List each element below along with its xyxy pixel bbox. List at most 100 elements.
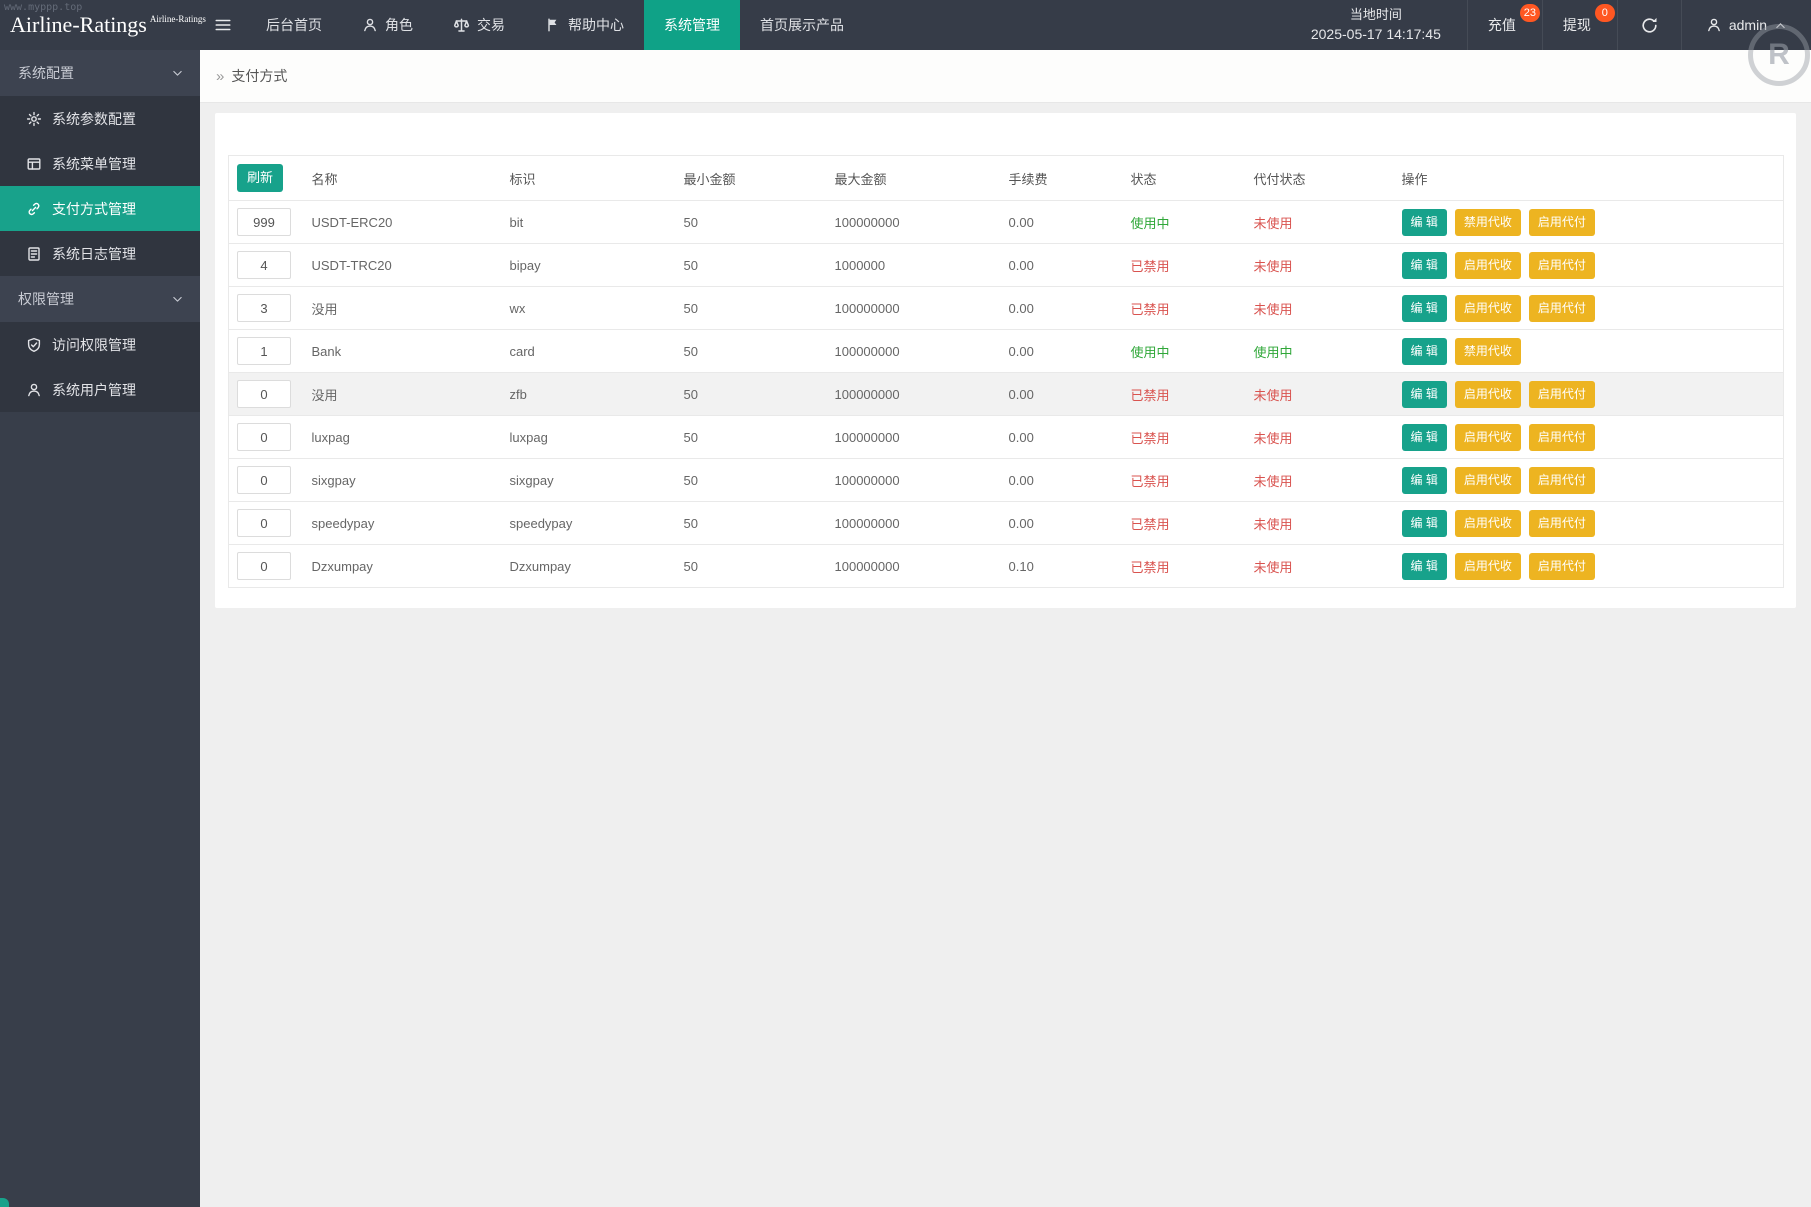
- status-cell: 已禁用: [1122, 415, 1246, 459]
- edit-button[interactable]: 编 辑: [1401, 423, 1447, 451]
- sidebar-item-label: 系统用户管理: [52, 381, 136, 398]
- toggle-button[interactable]: 禁用代收: [1454, 337, 1521, 365]
- max-amount-cell: 100000000: [826, 372, 1001, 416]
- sort-cell: [228, 415, 304, 459]
- pay-status-badge: 未使用: [1253, 516, 1293, 532]
- sort-input[interactable]: [237, 552, 291, 580]
- edit-button[interactable]: 编 辑: [1401, 380, 1447, 408]
- recharge-label: 充值: [1487, 17, 1516, 33]
- toggle-button[interactable]: 启用代付: [1528, 251, 1595, 279]
- toggle-button[interactable]: 启用代付: [1528, 380, 1595, 408]
- toggle-button[interactable]: 启用代收: [1454, 251, 1521, 279]
- sidebar-item-payment-methods[interactable]: 支付方式管理: [0, 186, 200, 231]
- max-amount-cell: 100000000: [826, 415, 1001, 459]
- toggle-button[interactable]: 启用代付: [1528, 552, 1595, 580]
- toggle-button[interactable]: 启用代付: [1528, 509, 1595, 537]
- column-header: 最小金额: [675, 155, 827, 201]
- sidebar-item-system-log[interactable]: 系统日志管理: [0, 231, 200, 276]
- nav-tab-trade[interactable]: 交易: [433, 0, 525, 50]
- toggle-button[interactable]: 启用代付: [1528, 466, 1595, 494]
- chevron-down-icon: [171, 67, 184, 80]
- sort-input[interactable]: [237, 380, 291, 408]
- recharge-menu-item[interactable]: 充值 23: [1468, 0, 1542, 50]
- sidebar-item-label: 系统日志管理: [52, 245, 136, 262]
- toggle-button[interactable]: 启用代收: [1454, 380, 1521, 408]
- pay-status-badge: 未使用: [1253, 258, 1293, 274]
- pay-status-cell: 未使用: [1245, 286, 1394, 330]
- toggle-button[interactable]: 启用代收: [1454, 509, 1521, 537]
- min-amount-cell: 50: [675, 458, 827, 502]
- sort-cell: [228, 458, 304, 502]
- toggle-button[interactable]: 启用代收: [1454, 552, 1521, 580]
- navbar-separator: [1466, 0, 1468, 50]
- edit-button[interactable]: 编 辑: [1401, 208, 1447, 236]
- status-cell: 已禁用: [1122, 458, 1246, 502]
- sort-input[interactable]: [237, 337, 291, 365]
- status-cell: 已禁用: [1122, 372, 1246, 416]
- pay-status-cell: 未使用: [1245, 243, 1394, 287]
- toggle-button[interactable]: 禁用代收: [1454, 208, 1521, 236]
- edit-button[interactable]: 编 辑: [1401, 337, 1447, 365]
- sidebar-item-access-perm[interactable]: 访问权限管理: [0, 322, 200, 367]
- withdraw-menu-item[interactable]: 提现 0: [1543, 0, 1617, 50]
- toggle-button[interactable]: 启用代付: [1528, 423, 1595, 451]
- sidebar: 系统配置系统参数配置系统菜单管理支付方式管理系统日志管理权限管理 访问权限管理系统…: [0, 50, 200, 1207]
- sidebar-item-label: 系统菜单管理: [52, 155, 136, 172]
- sidebar-item-system-users[interactable]: 系统用户管理: [0, 367, 200, 412]
- gear-icon: [26, 111, 42, 127]
- sidebar-item-menu-mgmt[interactable]: 系统菜单管理: [0, 141, 200, 186]
- nav-tab-label: 交易: [477, 17, 505, 33]
- toggle-button[interactable]: 启用代付: [1528, 294, 1595, 322]
- toggle-button[interactable]: 启用代付: [1528, 208, 1595, 236]
- status-cell: 已禁用: [1122, 243, 1246, 287]
- scales-icon: [453, 17, 470, 34]
- edit-button[interactable]: 编 辑: [1401, 251, 1447, 279]
- sidebar-collapse-button[interactable]: [200, 0, 246, 50]
- nav-tab-label: 首页展示产品: [760, 17, 844, 33]
- nav-tab-home-products[interactable]: 首页展示产品: [740, 0, 864, 50]
- toggle-button[interactable]: 启用代收: [1454, 294, 1521, 322]
- edit-button[interactable]: 编 辑: [1401, 294, 1447, 322]
- sidebar-section-header-0[interactable]: 系统配置: [0, 50, 200, 96]
- edit-button[interactable]: 编 辑: [1401, 509, 1447, 537]
- toggle-button[interactable]: 启用代收: [1454, 423, 1521, 451]
- local-time: 当地时间 2025-05-17 14:17:45: [1285, 0, 1467, 50]
- status-badge: 使用中: [1130, 215, 1170, 231]
- column-header: 代付状态: [1245, 155, 1394, 201]
- operations-cell: 编 辑禁用代收 启用代付: [1393, 200, 1784, 244]
- code-cell: card: [501, 329, 676, 373]
- sort-input[interactable]: [237, 251, 291, 279]
- fee-cell: 0.00: [1000, 372, 1123, 416]
- breadcrumb-arrow-icon: »: [216, 67, 225, 85]
- column-header: 状态: [1122, 155, 1246, 201]
- sidebar-section-header-1[interactable]: 权限管理: [0, 276, 200, 322]
- nav-tab-roles[interactable]: 角色: [342, 0, 433, 50]
- sidebar-item-params-config[interactable]: 系统参数配置: [0, 96, 200, 141]
- sort-input[interactable]: [237, 294, 291, 322]
- sort-input[interactable]: [237, 423, 291, 451]
- toggle-button[interactable]: 启用代收: [1454, 466, 1521, 494]
- sort-input[interactable]: [237, 509, 291, 537]
- user-menu[interactable]: admin: [1682, 0, 1811, 50]
- sort-input[interactable]: [237, 466, 291, 494]
- user-icon: [362, 17, 378, 33]
- column-header: 名称: [303, 155, 502, 201]
- min-amount-cell: 50: [675, 286, 827, 330]
- edit-button[interactable]: 编 辑: [1401, 552, 1447, 580]
- refresh-table-button[interactable]: 刷新: [237, 164, 284, 192]
- operations-cell: 编 辑启用代收 启用代付: [1393, 243, 1784, 287]
- refresh-page-button[interactable]: [1618, 0, 1681, 50]
- max-amount-cell: 100000000: [826, 458, 1001, 502]
- sidebar-section-label: 系统配置: [18, 65, 74, 81]
- max-amount-cell: 100000000: [826, 544, 1001, 588]
- nav-tab-system-mgmt[interactable]: 系统管理: [644, 0, 740, 50]
- nav-tab-dashboard[interactable]: 后台首页: [246, 0, 342, 50]
- top-nav-menu: 后台首页 角色 交易 帮助中心 系统管理 首页展示产品: [246, 0, 864, 50]
- edit-button[interactable]: 编 辑: [1401, 466, 1447, 494]
- pay-status-cell: 未使用: [1245, 458, 1394, 502]
- sort-input[interactable]: [237, 208, 291, 236]
- nav-tab-help-center[interactable]: 帮助中心: [525, 0, 644, 50]
- pay-status-cell: 未使用: [1245, 200, 1394, 244]
